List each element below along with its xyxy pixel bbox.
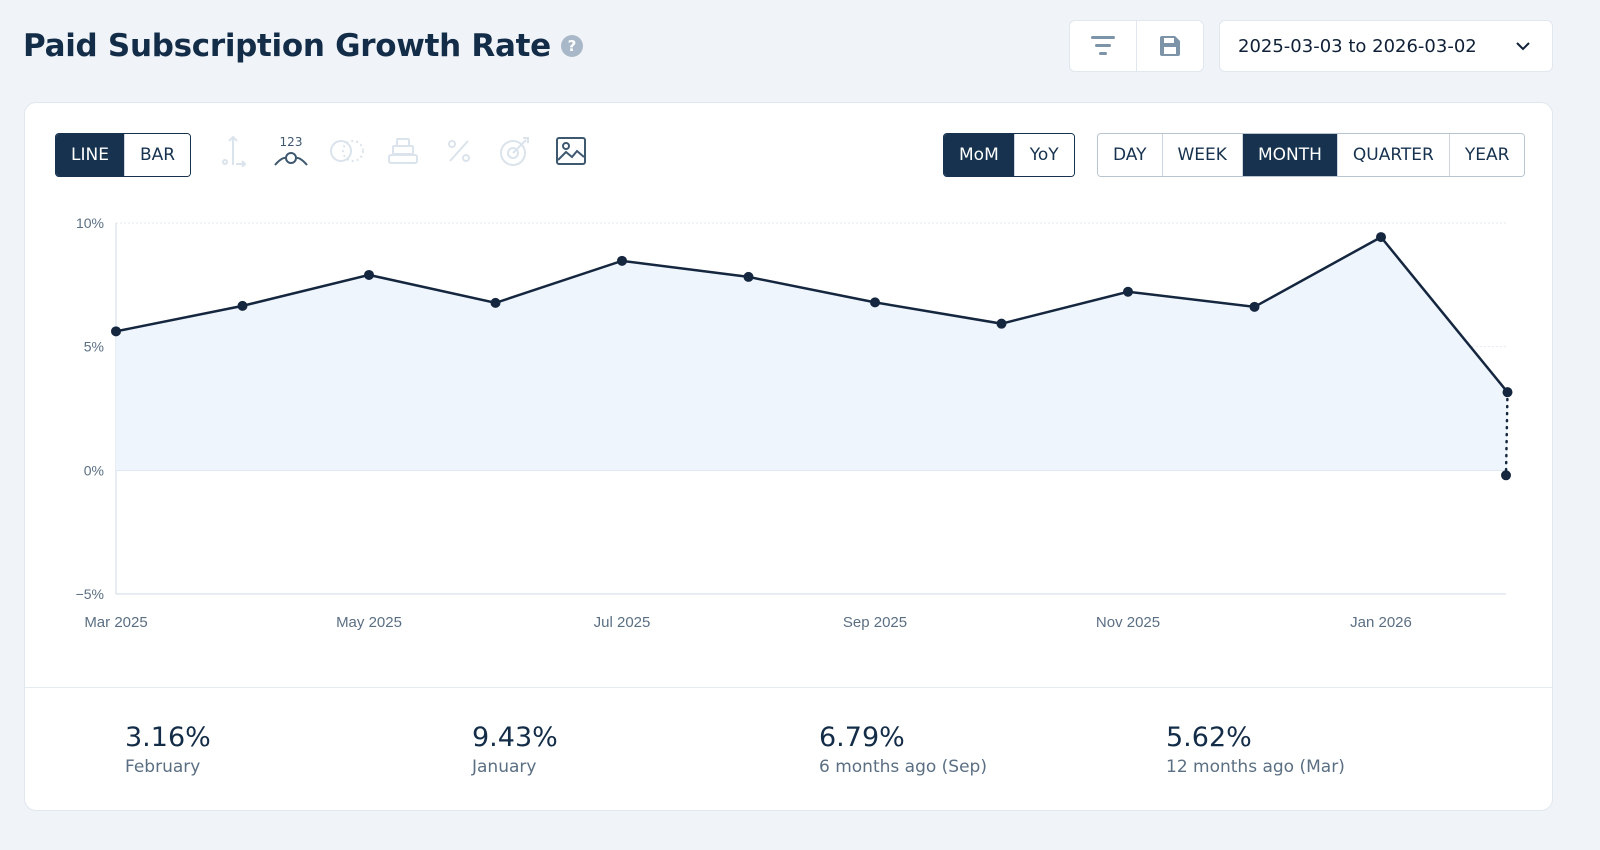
bar-button[interactable]: BAR [123,134,191,176]
data-point [1502,387,1513,398]
day-button[interactable]: DAY [1098,134,1162,176]
data-point [1376,232,1386,243]
stat-label: January [472,757,537,777]
summary-stats: 3.16% February 9.43% January 6.79% 6 months… [25,687,1552,811]
chevron-down-icon [1516,41,1530,50]
data-point [743,271,754,282]
stat-value: 6.79% [819,722,905,753]
filter-icon [1091,36,1115,55]
partial-line [1504,390,1509,477]
stat-value: 3.16% [125,722,211,753]
line-chart: 10% 5% 0% −5% Mar 2025 May 2025 Jul 2025 Sep 20… [76,215,1513,631]
data-point [1501,470,1511,481]
data-point [996,318,1007,329]
stat-latest: 3.16% February [125,722,211,777]
series-line [115,235,1509,393]
x-tick-label: May 2025 [336,614,402,631]
data-point [870,297,880,308]
data-point [237,300,248,311]
date-range-value: 2025-03-03 to 2026-03-02 [1238,35,1477,57]
x-tick-label: Sep 2025 [843,614,907,631]
x-tick-label: Mar 2025 [84,614,147,631]
save-button[interactable] [1136,21,1203,71]
y-tick-label: 0% [84,462,104,478]
line-button[interactable]: LINE [56,134,124,176]
filter-button[interactable] [1070,21,1136,71]
stat-label: February [125,757,201,777]
data-point [617,255,627,266]
data-labels-text: 123 [279,135,303,149]
chart-tools: 123 [217,133,589,169]
year-button[interactable]: YEAR [1448,134,1525,176]
y-tick-label: −5% [76,586,104,602]
area-fill [116,237,1508,471]
yoy-button[interactable]: YoY [1013,134,1074,176]
page-title: Paid Subscription Growth Rate? [23,28,583,64]
action-buttons [1069,20,1204,72]
image-export-icon[interactable] [553,133,589,169]
stat-value: 9.43% [472,722,558,753]
stat-previous: 9.43% January [472,722,558,777]
percent-icon[interactable] [441,133,477,169]
y-tick-label: 10% [76,215,104,231]
x-tick-label: Jul 2025 [594,614,651,631]
granularity-toggle: DAY WEEK MONTH QUARTER YEAR [1097,133,1526,177]
title-text: Paid Subscription Growth Rate [23,28,551,64]
axis-icon[interactable] [217,133,253,169]
data-labels-icon[interactable]: 123 [273,133,309,169]
comparison-toggle: MoM YoY [943,133,1075,177]
chart-card: LINE BAR 123 MoM YoY DAY WEEK MONTH QUAR… [24,102,1553,811]
stack-icon[interactable] [385,133,421,169]
chart-type-toggle: LINE BAR [55,133,192,177]
stat-label: 6 months ago (Sep) [819,757,987,777]
stat-label: 12 months ago (Mar) [1166,757,1345,777]
y-tick-label: 5% [84,339,104,355]
data-point [1123,286,1133,297]
data-point [490,297,501,308]
stat-value: 5.62% [1166,722,1252,753]
goal-icon[interactable] [497,133,533,169]
mom-button[interactable]: MoM [944,134,1014,176]
compare-icon[interactable] [329,133,365,169]
week-button[interactable]: WEEK [1161,134,1242,176]
data-point [364,269,374,280]
date-range-select[interactable]: 2025-03-03 to 2026-03-02 [1219,20,1553,72]
help-icon[interactable]: ? [560,35,583,57]
x-tick-label: Nov 2025 [1096,614,1160,631]
data-point [1249,301,1260,312]
x-tick-label: Jan 2026 [1350,614,1412,631]
data-point [111,326,121,337]
stat-12-months: 5.62% 12 months ago (Mar) [1166,722,1345,777]
quarter-button[interactable]: QUARTER [1336,134,1449,176]
save-icon [1160,36,1180,56]
stat-6-months: 6.79% 6 months ago (Sep) [819,722,987,777]
month-button[interactable]: MONTH [1241,134,1337,176]
